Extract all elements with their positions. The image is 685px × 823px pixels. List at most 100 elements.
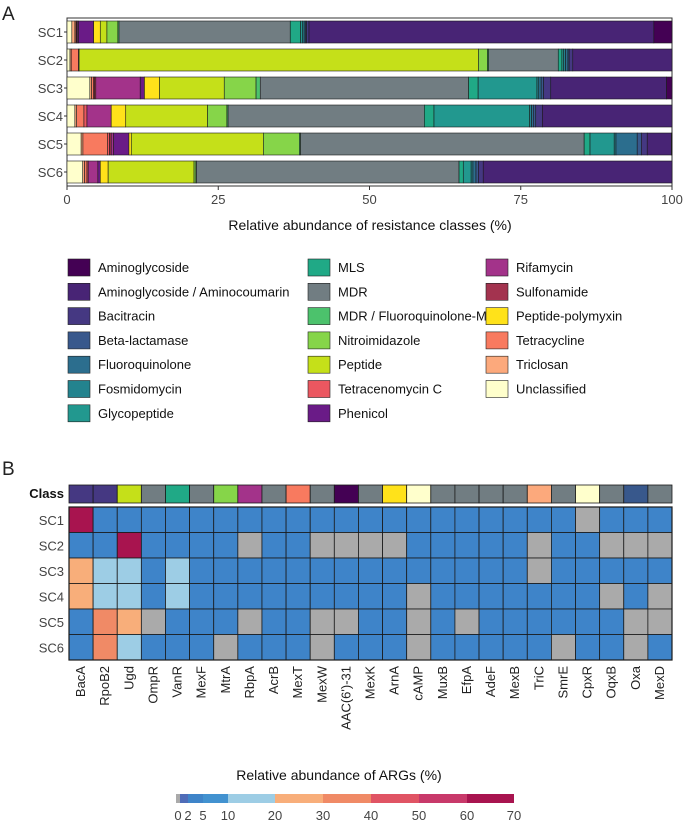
legend-label: Nitroimidazole [338,333,420,348]
heatmap-cell-sc2-mexk [358,532,383,559]
heatmap-cell-sc5-mext [285,608,311,635]
bar-segment-sc3-peptide [159,76,225,100]
legend-label: Unclassified [516,382,586,397]
bar-segment-sc5-bacitracin [641,132,648,156]
class-cell-acrb [261,484,287,504]
x-axis-title: Relative abundance of resistance classes… [228,217,511,233]
heatmap-cell-sc4-muxb [430,583,456,610]
bar-segment-sc6-unclassified [66,160,84,184]
heatmap-cell-sc4-mexw [309,583,335,610]
heatmap-cell-sc6-ompr [140,634,166,661]
heatmap-cell-sc5-baca [68,608,94,635]
heatmap-cell-sc3-baca [68,557,94,584]
bar-segment-sc3-mdr [259,76,469,100]
colorbar-tick-label: 0 [174,808,181,823]
heatmap-col-label: ArnA [387,666,402,695]
bar-segment-sc5-peptide [130,132,264,156]
legend-label: Fosmidomycin [98,382,182,397]
heatmap-cell-sc4-adef [478,583,504,610]
legend-item-peptide: Peptide [307,355,382,374]
legend-swatch [67,355,91,374]
colorbar-tick-label: 20 [268,808,282,823]
bar-segment-sc1-bacitracin [306,20,310,44]
heatmap-cell-sc3-efpa [454,557,480,584]
heatmap-cell-sc2-efpa [454,532,480,559]
heatmap-cell-sc2-mexw [309,532,335,559]
heatmap-cell-sc3-ugd [116,557,142,584]
bar-segment-sc6-bacitracin [478,160,484,184]
heatmap-cell-sc1-mexk [358,506,383,533]
legend-swatch [67,258,91,277]
bar-segment-sc3-aminoglycoside [666,76,673,100]
class-cell-muxb [430,484,456,504]
heatmap-row-label: SC1 [39,513,64,528]
heatmap-col-label: VanR [170,666,185,698]
class-cell-rpob2 [92,484,118,504]
legend-swatch [67,331,91,350]
heatmap-cell-sc2-ugd [116,532,142,559]
heatmap-cell-sc5-ompr [140,608,166,635]
bar-segment-sc3-bacitracin [543,76,552,100]
heatmap-cell-sc6-oxa [623,634,649,661]
class-cell-camp [406,484,432,504]
legend-swatch [307,404,331,423]
legend-swatch [485,380,509,398]
bar-segment-sc4-mdr [227,104,425,128]
heatmap-cell-sc2-aac-6-31 [333,532,359,559]
legend-label: MLS [338,260,365,275]
class-cell-cpxr [575,484,601,504]
class-row-label: Class [29,486,64,501]
heatmap-cell-sc1-ugd [116,506,142,533]
heatmap-cell-sc3-tric [526,557,552,584]
heatmap-col-label: OqxB [604,666,619,699]
bar-segment-sc4-rifamycin [86,104,112,128]
heatmap-frame [68,506,673,661]
heatmap-cell-sc1-mext [285,506,311,533]
bar-row-sc1 [66,20,673,44]
bar-segment-sc4-bacitracin [535,104,543,128]
heatmap-col-label: MexK [363,666,378,700]
legend-swatch [67,307,91,325]
bar-segment-sc6-glycopeptide [462,160,472,184]
heatmap-cell-sc5-adef [478,608,504,635]
heatmap-cell-sc5-vanr [165,608,190,635]
legend-label: Tetracycline [516,333,585,348]
bar-segment-sc3-unclassified [66,76,91,100]
heatmap-cell-sc6-mexf [189,634,215,661]
legend-item-fosmidomycin: Fosmidomycin [67,380,182,398]
heatmap-cell-sc6-ugd [116,634,142,661]
colorbar-segment [228,794,275,803]
class-cell-efpa [454,484,480,504]
heatmap-cell-sc5-mtra [213,608,239,635]
heatmap-row-sc4 [68,583,673,610]
panel-b-label: B [2,459,15,480]
heatmap-cell-sc6-muxb [430,634,456,661]
heatmap-cell-sc5-arna [382,608,408,635]
heatmap-cell-sc6-mext [285,634,311,661]
heatmap-cell-sc1-mexd [647,506,673,533]
heatmap-row-sc3 [68,557,673,584]
bar-segment-sc6-peptide [107,160,195,184]
bar-segment-sc6-beta-lactamase [475,160,479,184]
bar-segment-sc5-aminoglycoside [671,132,673,156]
heatmap-cell-sc4-mexd [647,583,673,610]
bar-segment-sc3-mls [468,76,479,100]
bar-segment-sc4-aminoglycoside-aminocoumarin [542,104,673,128]
heatmap-cell-sc5-oxa [623,608,649,635]
legend-swatch [307,331,331,350]
heatmap-cell-sc3-mexw [309,557,335,584]
bar-row-sc2 [66,48,673,72]
legend-swatch [307,307,331,325]
heatmap-row-sc2 [68,532,673,559]
bar-segment-sc4-unclassified [66,104,76,128]
heatmap-cell-sc1-oqxb [599,506,625,533]
heatmap-row-sc1 [68,506,673,533]
bar-segment-sc1-unclassified [66,20,73,44]
bar-segment-sc1-phenicol [78,20,94,44]
heatmap-cell-sc3-vanr [165,557,190,584]
heatmap-cell-sc5-ugd [116,608,142,635]
heatmap: SC1 SC2 SC3 SC4 SC5 SC6 BacA RpoB2 Ugd OmpR VanR Me… [39,484,673,730]
heatmap-cell-sc5-oqxb [599,608,625,635]
heatmap-cell-sc6-efpa [454,634,480,661]
